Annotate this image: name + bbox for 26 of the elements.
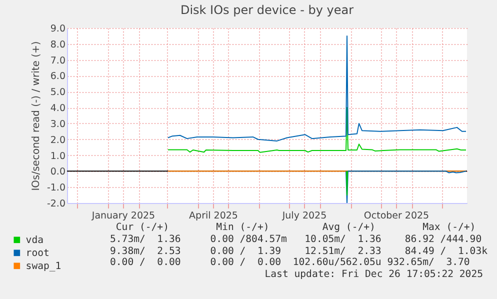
y-tick-label: 2.0 bbox=[50, 134, 66, 146]
x-tick-label: April 2025 bbox=[189, 210, 238, 222]
chart-title: Disk IOs per device - by year bbox=[180, 3, 354, 17]
x-tick-label: July 2025 bbox=[281, 210, 327, 222]
text: 9.38m/ 2.53 0.00 / 1.39 12.51m/ 2.33 84.49 / 1.03k bbox=[110, 246, 488, 258]
x-tick-label: January 2025 bbox=[90, 210, 156, 222]
legend-label: root bbox=[26, 248, 50, 259]
y-tick-label: 8.0 bbox=[50, 39, 66, 50]
y-tick-label: 7.0 bbox=[50, 55, 66, 66]
y-axis-title: IOs/second read (-) / write (+) bbox=[30, 41, 42, 191]
legend-label: swap_1 bbox=[26, 260, 62, 272]
text: 0.00 / 0.00 0.00 / 0.00 102.60u/562.05u 932.65m/ 3.70 bbox=[110, 257, 470, 269]
y-tick-label: 6.0 bbox=[50, 71, 66, 82]
y-tick-label: 0.0 bbox=[50, 166, 66, 178]
y-tick-label: 9.0 bbox=[50, 24, 66, 34]
y-tick-label: 5.0 bbox=[50, 87, 66, 98]
legend-label: vda bbox=[26, 234, 44, 246]
text: 5.73m/ 1.36 0.00 /804.57m 10.05m/ 1.36 86.92 /444.90 bbox=[110, 234, 482, 246]
text: Cur (-/+) Min (-/+) Avg (-/+) Max (-/+) bbox=[114, 222, 476, 234]
x-tick-label: October 2025 bbox=[364, 210, 430, 222]
text: Last update: Fri Dec 26 17:05:22 2025 bbox=[264, 269, 483, 281]
y-tick-label: 4.0 bbox=[50, 103, 66, 114]
y-tick-label: 1.0 bbox=[50, 150, 66, 162]
y-tick-label: 3.0 bbox=[50, 118, 66, 130]
y-tick-label: -1.0 bbox=[46, 182, 66, 194]
y-tick-label: -2.0 bbox=[46, 198, 66, 210]
